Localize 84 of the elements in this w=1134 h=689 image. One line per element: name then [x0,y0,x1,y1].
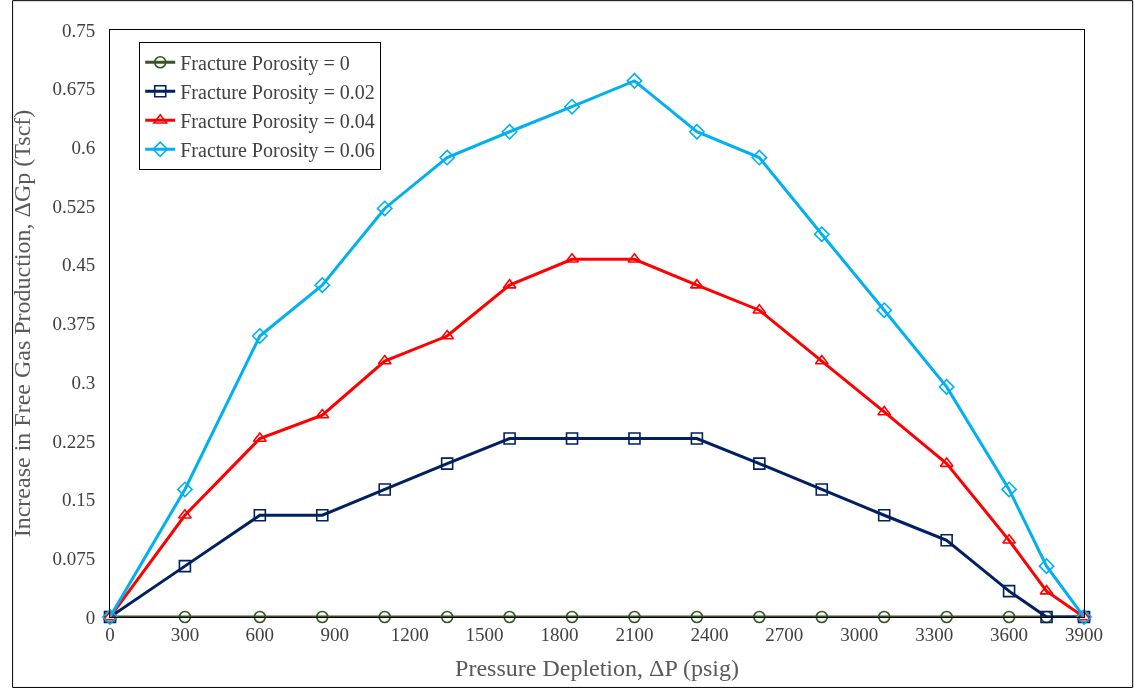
x-tick-label: 3600 [990,623,1029,645]
point [315,408,330,419]
x-tick-label: 600 [245,623,275,645]
point [565,432,579,445]
legend-label: Fracture Porosity = 0 [180,52,350,76]
point [690,610,704,624]
y-tick-label: 0 [85,606,96,628]
point [376,200,393,217]
point [626,72,643,89]
point [314,277,331,294]
legend-label: Fracture Porosity = 0.04 [180,110,375,134]
point [877,405,892,416]
point [439,149,456,166]
x-tick-label: 900 [320,623,350,645]
point [1038,558,1055,575]
point [440,329,455,340]
point [503,432,516,445]
x-axis-title: Pressure Depletion, ΔP (psig) [455,655,739,682]
point [565,610,579,624]
y-tick-label: 0.375 [52,313,96,335]
point [378,483,392,496]
point [503,610,516,624]
point [813,226,830,243]
x-tick-label: 2400 [690,623,729,645]
y-tick-label: 0.675 [52,78,96,100]
point [688,123,705,140]
y-tick-label: 0.525 [52,195,96,217]
y-tick-label: 0.075 [52,547,96,569]
point [1001,481,1018,498]
y-axis-title: Increase in Free Gas Production, ΔGp (Tscf) [8,109,35,538]
point [564,98,580,115]
point [378,610,392,624]
point [939,457,954,468]
x-tick-label: 3000 [840,623,879,645]
y-tick-label: 0.15 [61,489,96,511]
point [1002,584,1016,598]
point [815,610,829,624]
x-tick-label: 2100 [615,623,654,645]
x-tick-label: 3900 [1065,623,1103,645]
y-tick-label: 0.6 [71,137,96,159]
y-tick-label: 0.75 [61,19,96,41]
x-tick-label: 3300 [915,623,954,645]
point [440,457,454,470]
point [877,508,891,522]
point [753,457,766,470]
point [814,354,829,365]
x-tick-label: 1500 [465,623,504,645]
point [940,534,953,547]
x-tick-label: 1800 [540,623,579,645]
point [252,432,267,443]
legend-label: Fracture Porosity = 0.06 [180,139,375,163]
point [440,610,454,624]
point [1002,610,1016,624]
x-tick-label: 0 [105,623,115,645]
point [628,610,641,624]
point [502,278,517,289]
x-tick-label: 300 [170,623,200,645]
y-tick-label: 0.3 [71,371,96,393]
point [753,610,766,624]
x-tick-label: 1200 [390,623,429,645]
point [315,610,329,624]
point [178,610,192,624]
point [876,302,893,319]
point [1039,584,1054,595]
x-tick-label: 2700 [765,623,804,645]
point [176,481,193,498]
point [751,149,768,166]
point [752,303,767,314]
point [938,378,955,395]
point [377,354,392,365]
point [253,508,267,522]
point [251,328,268,344]
point [315,508,329,522]
point [501,123,518,140]
point [815,483,829,496]
point [940,610,953,624]
point [178,559,192,573]
legend-label: Fracture Porosity = 0.02 [180,81,375,105]
point [253,610,267,624]
point [877,610,891,624]
point [628,432,641,445]
y-tick-label: 0.225 [52,430,96,452]
point [690,432,704,445]
y-tick-label: 0.45 [61,254,96,276]
